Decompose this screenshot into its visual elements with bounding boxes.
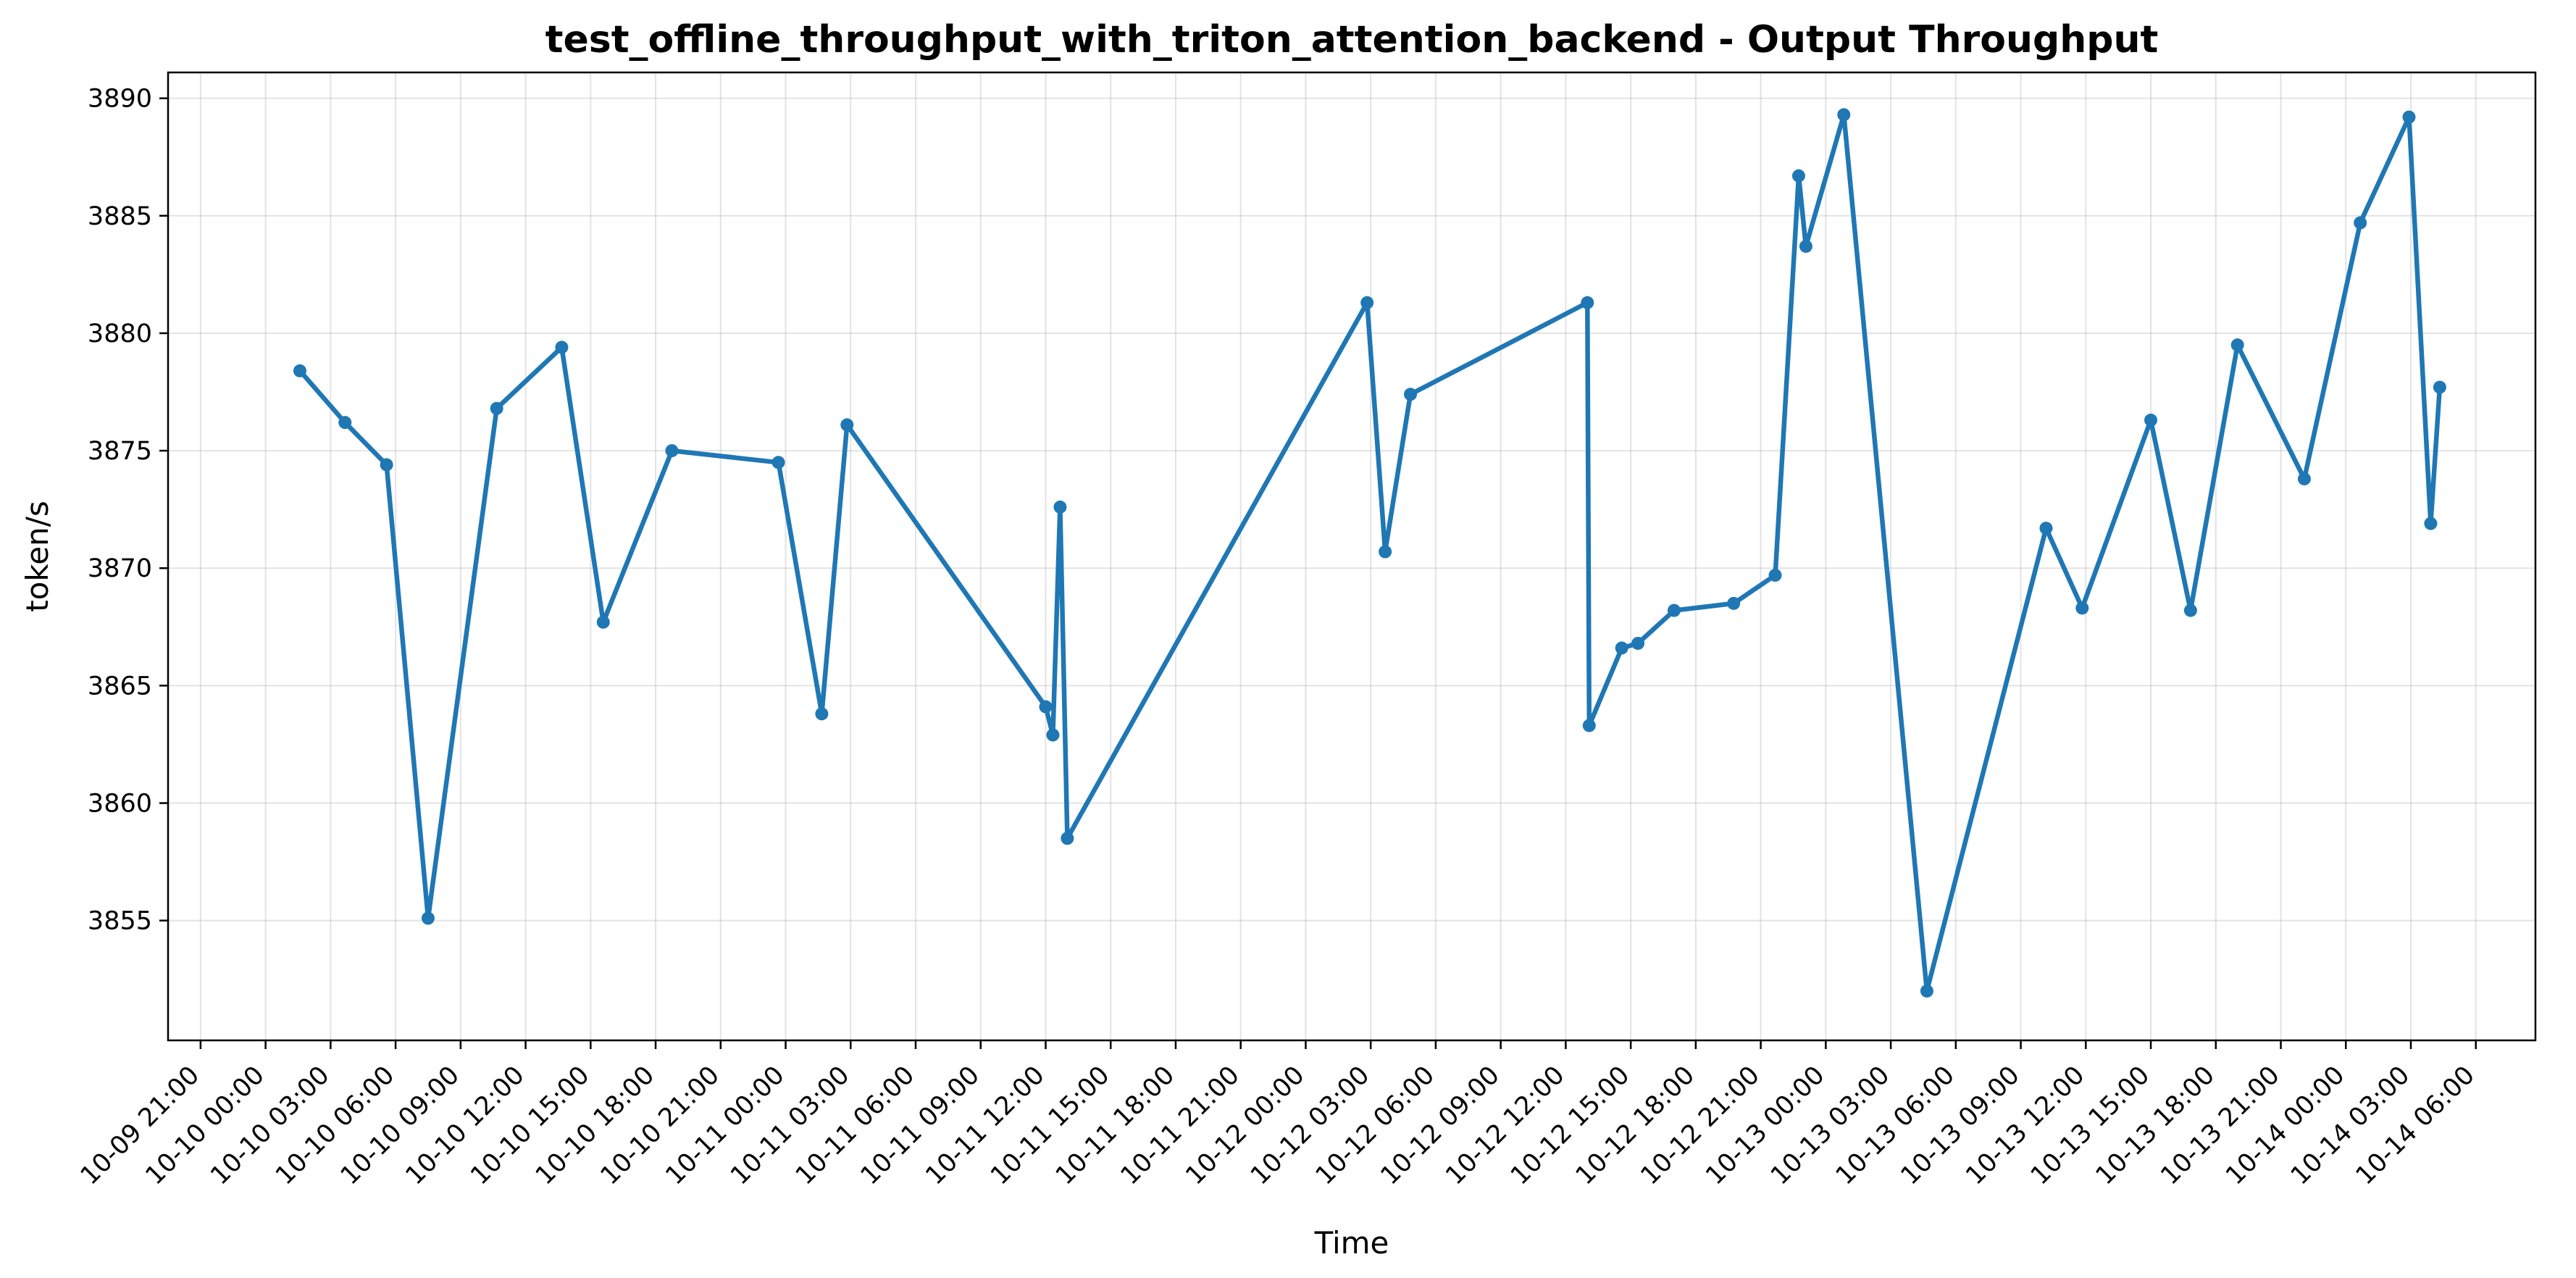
series-line [297,112,2443,994]
data-point [1768,568,1782,582]
data-point [596,615,610,629]
data-point [1727,596,1741,610]
data-point [665,444,679,458]
data-point [338,416,352,430]
data-point [1791,169,1805,183]
data-point [1039,700,1053,714]
data-point [1360,296,1374,309]
data-point [2230,338,2244,352]
data-point [293,364,306,377]
x-axis-label: Time [1314,1225,1389,1261]
chart-title: test_offline_throughput_with_triton_atte… [545,18,2159,62]
data-point [2039,522,2053,535]
data-point [1667,604,1681,617]
y-tick-label: 3880 [88,320,152,348]
data-point [2424,517,2438,530]
series-layer [293,108,2446,998]
data-point [490,401,503,415]
plot-frame [167,71,2537,1042]
y-tick-label: 3890 [88,85,152,114]
data-point [2354,216,2367,230]
data-point [1799,239,1812,253]
y-tick-label: 3875 [88,437,152,466]
data-point [1379,545,1392,559]
data-point [2075,601,2089,615]
y-axis-label: token/s [20,501,55,611]
data-point [2144,413,2158,427]
data-point [840,418,854,432]
data-point [1615,641,1628,655]
data-point [1920,984,1933,998]
data-point [1837,108,1851,122]
data-point [771,456,785,469]
data-point [1046,728,1060,742]
data-point [1582,719,1596,732]
data-point [2297,472,2311,485]
data-point [2433,380,2446,394]
data-point [2183,604,2197,617]
y-tick-label: 3860 [88,789,152,818]
y-axis-ticks: 3855 3860 3865 3870 3875 3880 3885 3890 [88,85,168,936]
data-point [815,707,829,721]
data-point [380,458,393,472]
data-point [555,341,569,354]
data-point [1404,388,1418,401]
y-tick-label: 3870 [88,554,152,583]
data-point [2402,110,2416,124]
y-tick-label: 3855 [88,907,152,936]
y-tick-label: 3885 [88,202,152,231]
data-point [1061,832,1074,845]
data-point [1581,296,1594,309]
data-point [1053,500,1067,514]
data-point [1631,636,1645,650]
y-tick-label: 3865 [88,672,152,701]
data-point [421,911,435,925]
